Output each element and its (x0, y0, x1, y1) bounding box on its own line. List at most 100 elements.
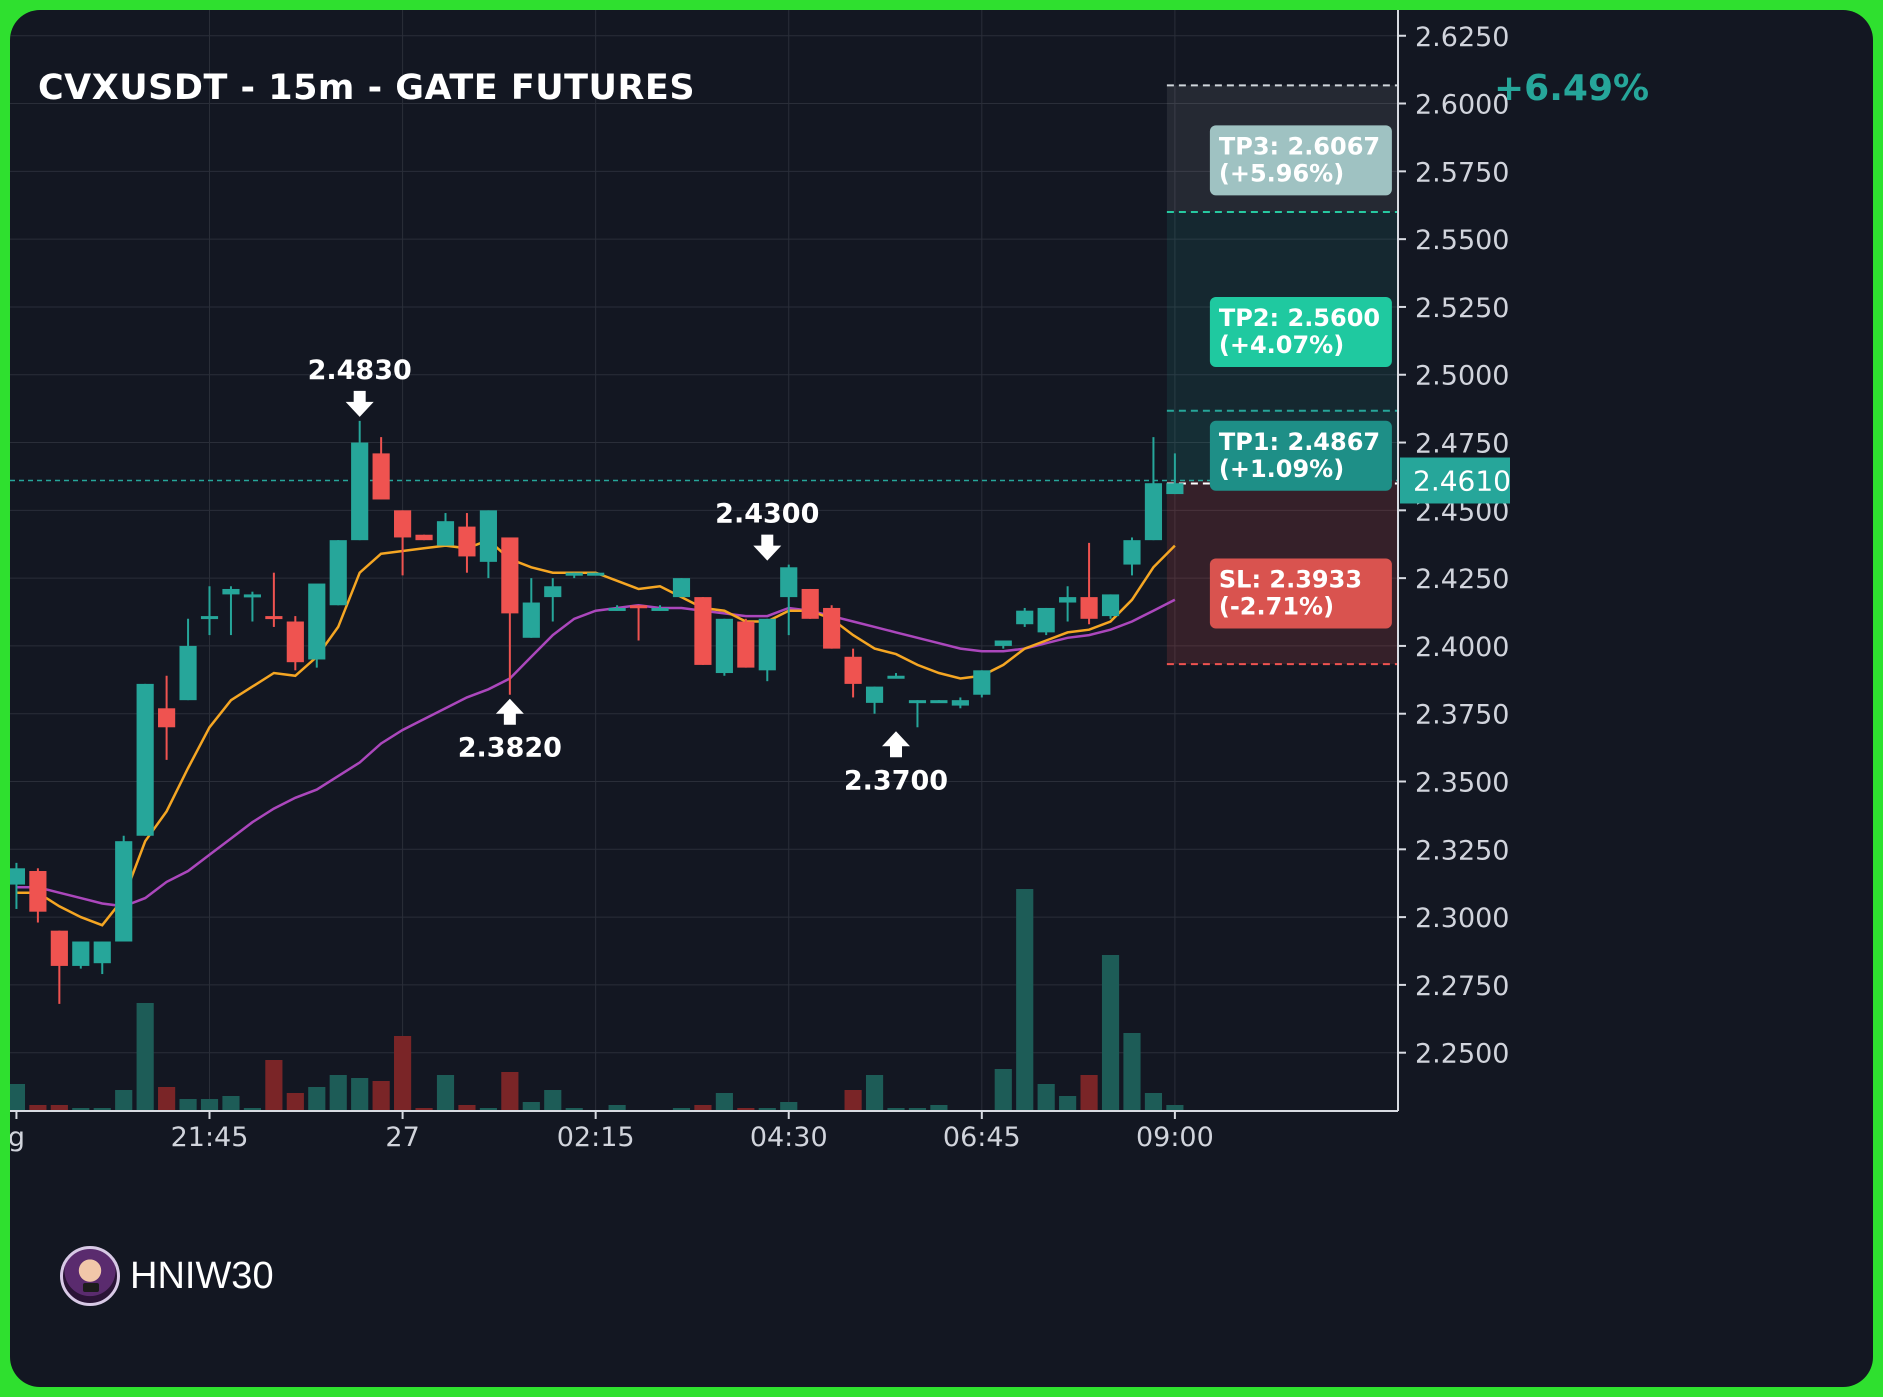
volume-bar (72, 1108, 90, 1111)
y-tick-label: 2.3500 (1415, 768, 1509, 799)
sl-label-box (1209, 558, 1392, 629)
candle-body (587, 572, 605, 576)
current-price-label: 2.4610 (1413, 465, 1511, 498)
high-marker-arrow-icon (345, 390, 374, 417)
y-tick-label: 2.5000 (1415, 361, 1509, 392)
volume-bar (415, 1108, 433, 1111)
brand-watermark: HNIW30 (60, 1246, 274, 1306)
volume-bar (329, 1075, 347, 1111)
low-marker-label: 2.3820 (458, 733, 562, 764)
candle-body (179, 645, 197, 701)
candle-body (372, 453, 390, 500)
volume-bar (10, 1084, 26, 1111)
candle-body (136, 683, 154, 836)
low-marker-label: 2.3700 (844, 765, 948, 796)
sl-label: SL: 2.3933 (1219, 566, 1362, 594)
candle-body (608, 607, 626, 611)
sl-percent: (-2.71%) (1219, 593, 1334, 621)
x-tick-label: g (10, 1122, 25, 1153)
volume-bar (1037, 1084, 1055, 1111)
candle-body (308, 583, 326, 660)
volume-bar (179, 1099, 197, 1111)
volume-bar (136, 1003, 154, 1111)
candle-body (930, 700, 948, 704)
candle-body (286, 621, 304, 663)
candlestick-chart[interactable]: 2.4830 2.3820 2.4300 2.3700 TP3: 2.6067(+5.9… (10, 10, 1873, 1387)
candle-body (501, 537, 519, 614)
x-tick-label: 27 (385, 1122, 419, 1153)
volume-bar (737, 1108, 755, 1111)
total-change-percent: +6.49% (1494, 68, 1650, 109)
volume-bar (865, 1075, 884, 1111)
volume-bar (93, 1108, 111, 1111)
candle-body (1059, 597, 1077, 603)
tp1-percent: (+1.09%) (1219, 455, 1344, 483)
candle-body (222, 588, 240, 595)
candle-body (351, 442, 369, 541)
brand-name: HNIW30 (130, 1254, 274, 1297)
volume-bar (222, 1096, 240, 1111)
tp3-percent: (+5.96%) (1219, 159, 1344, 187)
candle-body (522, 602, 540, 638)
x-tick-label: 02:15 (557, 1122, 635, 1153)
y-tick-label: 2.3000 (1415, 903, 1509, 934)
y-tick-label: 2.3750 (1415, 700, 1509, 731)
candle-body (394, 510, 412, 538)
candle-body (415, 534, 433, 541)
candle-body (115, 841, 133, 942)
candle-body (158, 708, 176, 728)
candle-body (973, 670, 991, 695)
volume-bar (286, 1093, 304, 1111)
candle-body (994, 640, 1012, 646)
volume-bar (436, 1075, 455, 1111)
candle-body (72, 941, 90, 966)
candle-body (200, 616, 219, 620)
candle-body (780, 567, 798, 598)
tp1-label: TP1: 2.4867 (1219, 428, 1380, 456)
x-tick-label: 04:30 (750, 1122, 828, 1153)
tp1-label-box (1209, 420, 1392, 491)
candle-body (565, 572, 583, 576)
candle-body (10, 868, 26, 885)
candle-body (951, 700, 969, 706)
volume-bar (694, 1105, 712, 1111)
avatar (60, 1246, 120, 1306)
candle-body (715, 618, 733, 674)
volume-bar (565, 1108, 583, 1111)
tp2-label: TP2: 2.5600 (1219, 304, 1380, 332)
volume-bar (1016, 889, 1034, 1111)
volume-bar (780, 1102, 798, 1111)
volume-bar (672, 1108, 691, 1111)
ema-slow-line (16, 598, 1176, 908)
candle-body (1016, 610, 1034, 625)
tp3-label-box (1209, 125, 1392, 196)
candle-body (758, 618, 776, 671)
candle-body (1101, 594, 1120, 617)
volume-bar (758, 1108, 776, 1111)
y-tick-label: 2.5250 (1415, 293, 1509, 324)
candle-body (1144, 483, 1163, 541)
volume-bar (887, 1108, 905, 1111)
tp3-label: TP3: 2.6067 (1219, 132, 1380, 160)
volume-bar (479, 1108, 497, 1111)
candle-body (1037, 607, 1055, 633)
volume-bar (930, 1105, 948, 1111)
volume-bar (372, 1081, 390, 1111)
candle-body (823, 607, 841, 649)
candle-body (1123, 540, 1141, 565)
current-price-tag (1400, 457, 1510, 504)
candle-body (50, 930, 68, 966)
high-marker-label: 2.4830 (308, 355, 412, 386)
volume-bar (1101, 955, 1120, 1111)
volume-bar (158, 1087, 176, 1111)
volume-bar (458, 1105, 476, 1111)
volume-bar (50, 1105, 68, 1111)
y-tick-label: 2.3250 (1415, 835, 1509, 866)
candle-body (737, 621, 755, 668)
chart-frame: 2.4830 2.3820 2.4300 2.3700 TP3: 2.6067 (+5.9… (10, 10, 1873, 1387)
y-tick-label: 2.6250 (1415, 22, 1509, 53)
tp2-label-box (1209, 297, 1392, 368)
candle-body (672, 578, 691, 598)
candle-body (544, 586, 562, 598)
volume-bar (115, 1090, 133, 1111)
